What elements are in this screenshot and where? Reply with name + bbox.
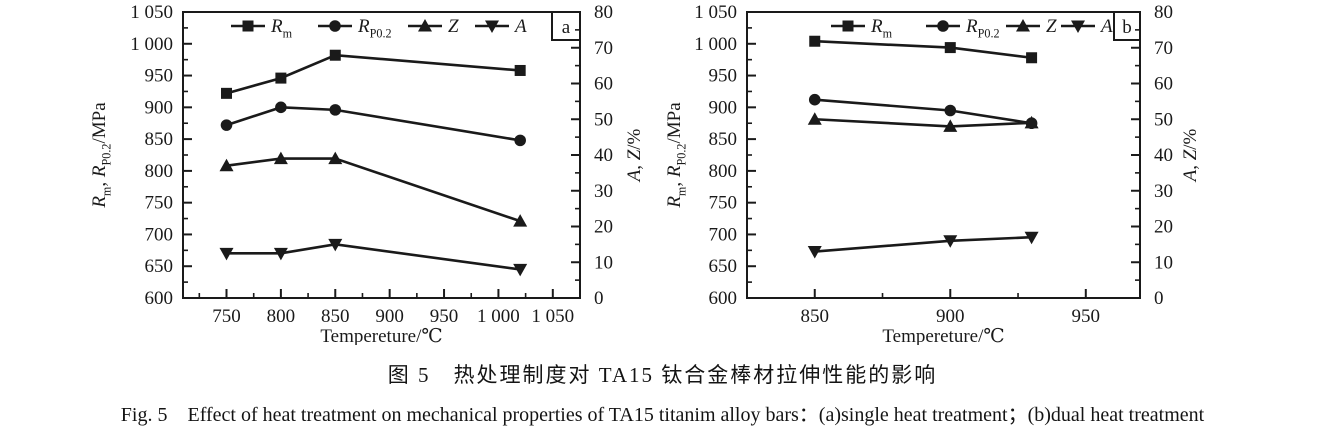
y-right-tick-label: 50 (1154, 109, 1173, 130)
legend-label-Z: Z (1046, 16, 1057, 37)
y-right-axis-label: A, Z/% (624, 128, 645, 183)
x-tick-label: 800 (267, 306, 296, 327)
plot-frame (746, 11, 1141, 299)
y-right-tick-label: 20 (594, 217, 613, 238)
x-tick-label: 750 (212, 306, 241, 327)
y-left-tick-label: 1 050 (130, 2, 173, 23)
y-left-tick-label: 950 (709, 66, 738, 87)
figure-charts: 750 800 850 900 950 1 000 1 050600650700750800… (89, 2, 1201, 345)
y-left-tick-label: 900 (145, 97, 174, 118)
y-right-tick-label: 40 (594, 145, 613, 166)
y-left-tick-label: 900 (709, 97, 738, 118)
x-axis-label: Tempereture/℃ (320, 326, 442, 345)
y-left-tick-label: 750 (145, 193, 174, 214)
y-right-axis-label: A, Z/% (1180, 128, 1201, 183)
legend: Rm RP0.2 Z A (831, 16, 1113, 40)
x-tick-label: 850 (801, 306, 830, 327)
y-right-tick-label: 30 (1154, 181, 1173, 202)
y-left-tick-label: 1 000 (130, 34, 173, 55)
legend-label-Rm: Rm (270, 16, 293, 40)
plot-frame (182, 11, 581, 299)
panel-label: b (1122, 17, 1132, 38)
x-tick-label: 900 (936, 306, 965, 327)
panel-label: a (562, 17, 571, 38)
y-left-tick-label: 850 (145, 129, 174, 150)
y-right-tick-label: 10 (594, 252, 613, 273)
x-tick-label: 850 (321, 306, 350, 327)
x-tick-label: 900 (375, 306, 404, 327)
y-right-tick-label: 40 (1154, 145, 1173, 166)
y-left-tick-label: 850 (709, 129, 738, 150)
y-right-tick-label: 70 (594, 38, 613, 59)
series-Rm (809, 35, 1038, 64)
x-axis-label: Tempereture/℃ (882, 326, 1004, 345)
axes-ticks: 750 800 850 900 950 1 000 1 050600650700750800… (130, 2, 613, 327)
y-right-tick-label: 70 (1154, 38, 1173, 59)
y-right-tick-label: 60 (1154, 74, 1173, 95)
y-right-tick-label: 0 (594, 288, 604, 309)
y-left-tick-label: 650 (145, 256, 174, 277)
x-tick-label: 950 (430, 306, 459, 327)
chart-panel-a: 750 800 850 900 950 1 000 1 050600650700750800… (89, 2, 645, 345)
legend-label-Rm: Rm (870, 16, 893, 40)
y-right-tick-label: 20 (1154, 217, 1173, 238)
legend: Rm RP0.2 Z A (231, 16, 527, 40)
y-right-tick-label: 80 (594, 2, 613, 23)
series-Z (807, 112, 1039, 132)
y-left-tick-label: 650 (709, 256, 738, 277)
x-tick-label: 1 050 (531, 306, 574, 327)
series-Rm (221, 49, 526, 99)
legend-label-RP0.2: RP0.2 (357, 16, 392, 40)
series-A (807, 231, 1039, 259)
series-RP0.2 (220, 101, 526, 147)
legend-label-Z: Z (448, 16, 459, 37)
y-right-tick-label: 0 (1154, 288, 1164, 309)
y-left-tick-label: 800 (145, 161, 174, 182)
y-right-tick-label: 60 (594, 74, 613, 95)
y-right-tick-label: 30 (594, 181, 613, 202)
y-right-tick-label: 80 (1154, 2, 1173, 23)
y-left-axis-label: Rm, RP0.2/MPa (89, 102, 113, 209)
legend-label-A: A (513, 16, 527, 37)
series-A (219, 238, 528, 277)
y-left-tick-label: 1 050 (694, 2, 737, 23)
series-Z (219, 151, 528, 227)
panel-label-box: b (1113, 11, 1141, 41)
panel-label-box: a (551, 11, 581, 41)
y-right-tick-label: 10 (1154, 252, 1173, 273)
legend-label-A: A (1099, 16, 1113, 37)
figure-caption-zh: 图 5 热处理制度对 TA15 钛合金棒材拉伸性能的影响 (387, 363, 938, 387)
y-left-tick-label: 700 (145, 224, 174, 245)
y-left-tick-label: 600 (709, 288, 738, 309)
figure-caption-en: Fig. 5 Effect of heat treatment on mecha… (120, 404, 1205, 426)
y-left-tick-label: 1 000 (694, 34, 737, 55)
y-left-tick-label: 700 (709, 224, 738, 245)
y-right-tick-label: 50 (594, 109, 613, 130)
x-tick-label: 950 (1072, 306, 1101, 327)
y-left-axis-label: Rm, RP0.2/MPa (664, 102, 688, 209)
x-tick-label: 1 000 (477, 306, 520, 327)
legend-label-RP0.2: RP0.2 (965, 16, 1000, 40)
y-left-tick-label: 600 (145, 288, 174, 309)
y-left-tick-label: 950 (145, 66, 174, 87)
y-left-tick-label: 800 (709, 161, 738, 182)
y-left-tick-label: 750 (709, 193, 738, 214)
